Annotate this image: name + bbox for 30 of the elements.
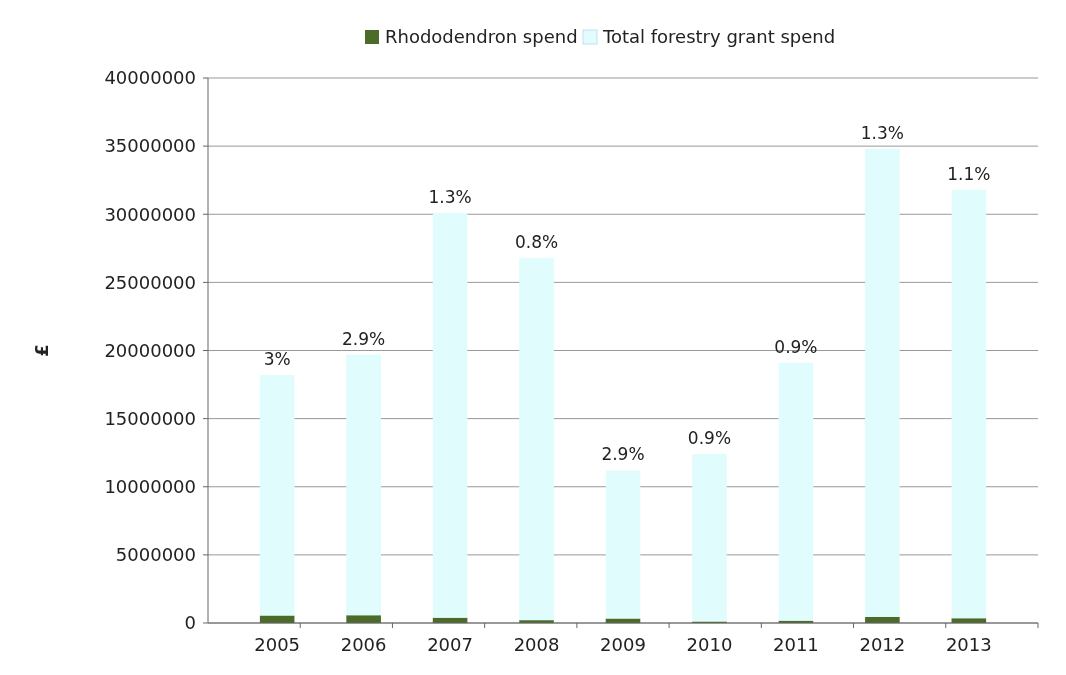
x-tick-label: 2009 xyxy=(600,634,646,655)
y-tick-label: 40000000 xyxy=(104,67,196,89)
annotation: 0.8% xyxy=(514,231,559,252)
annotation: 2.9% xyxy=(342,328,386,349)
annotation: 2.9% xyxy=(601,444,645,465)
annotation: 0.9% xyxy=(687,428,732,449)
annotation: 0.9% xyxy=(774,336,818,357)
y-tick-label: 5000000 xyxy=(115,544,196,566)
x-tick-label: 2013 xyxy=(945,634,992,655)
legend-label: Rhododendron spend xyxy=(385,26,578,48)
x-tick-label: 2010 xyxy=(686,634,733,655)
x-tick-label: 2007 xyxy=(427,634,473,655)
annotation: 1.3% xyxy=(428,186,472,207)
y-tick-label: 15000000 xyxy=(104,407,196,429)
y-axis-title: £ xyxy=(31,344,52,357)
x-tick-label: 2008 xyxy=(513,634,560,655)
x-tick-label: 2011 xyxy=(773,634,819,655)
x-tick-label: 2005 xyxy=(254,634,301,655)
legend-label: Total forestry grant spend xyxy=(602,26,836,48)
y-tick-label: 35000000 xyxy=(104,135,196,157)
annotation: 3% xyxy=(263,349,291,370)
x-tick-label: 2012 xyxy=(859,634,906,655)
x-tick-label: 2006 xyxy=(340,634,387,655)
annotation: 1.1% xyxy=(947,163,991,184)
y-tick-label: 0 xyxy=(184,612,196,634)
y-tick-label: 20000000 xyxy=(104,339,196,361)
y-tick-label: 30000000 xyxy=(104,203,196,225)
annotation: 1.3% xyxy=(860,122,904,143)
y-tick-label: 10000000 xyxy=(104,476,196,498)
y-tick-label: 25000000 xyxy=(104,271,196,293)
